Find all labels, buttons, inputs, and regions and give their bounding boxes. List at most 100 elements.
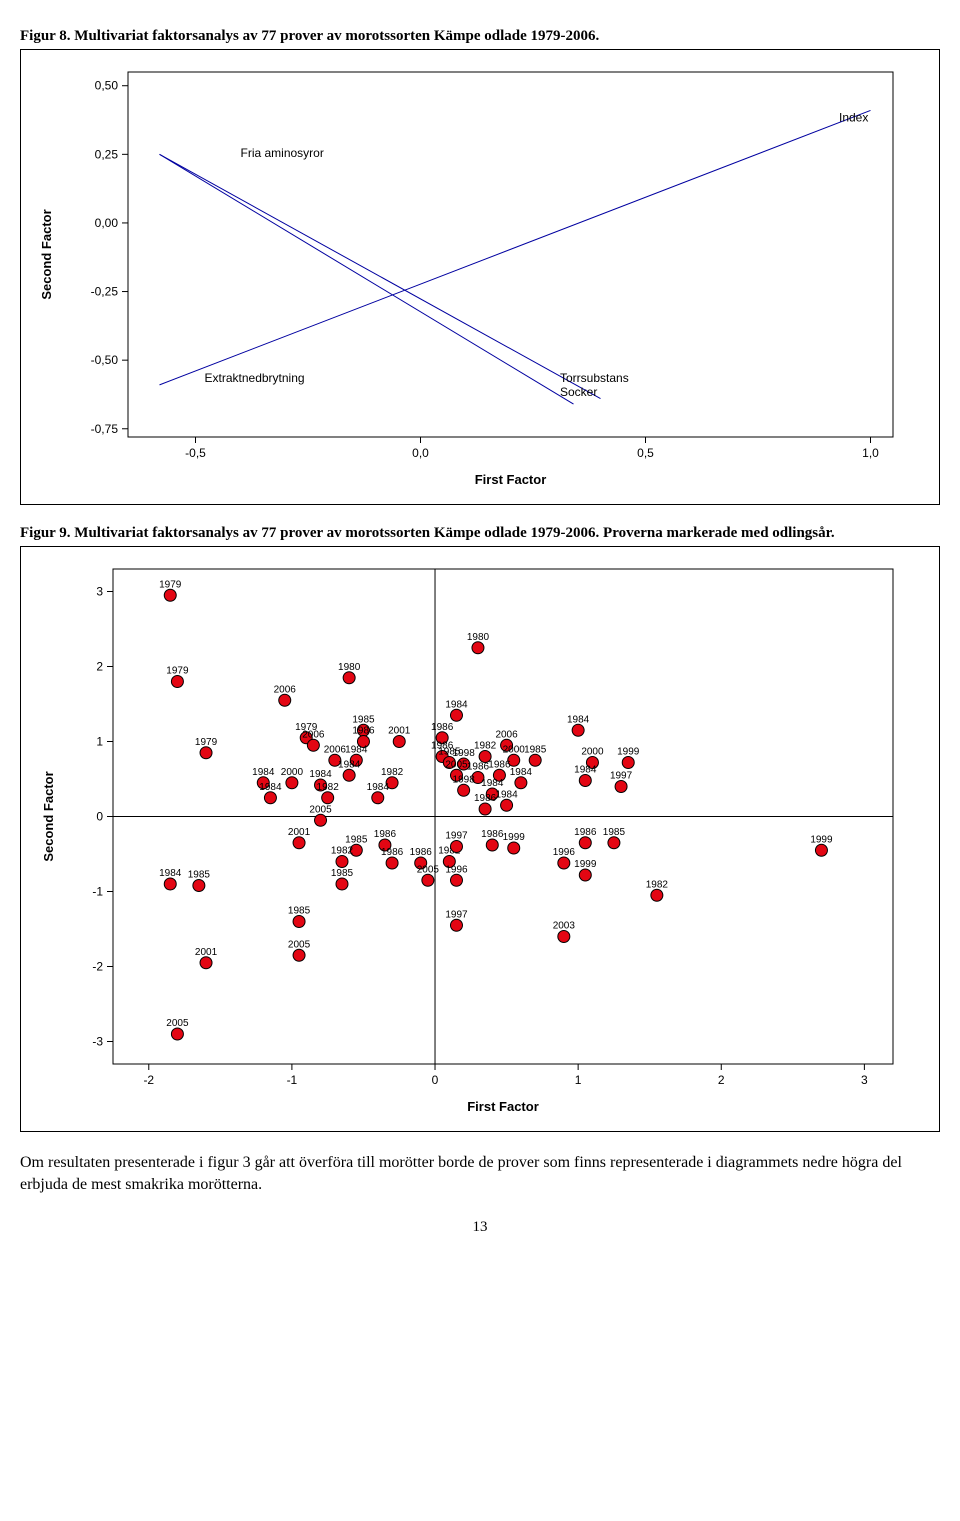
svg-text:1997: 1997 (445, 831, 468, 842)
svg-text:1984: 1984 (510, 767, 533, 778)
svg-text:1979: 1979 (195, 737, 218, 748)
svg-text:1: 1 (575, 1073, 582, 1087)
svg-text:-1: -1 (287, 1073, 298, 1087)
svg-text:1982: 1982 (474, 741, 497, 752)
svg-text:First Factor: First Factor (475, 472, 547, 487)
fig8-container: -0,75-0,50-0,250,000,250,50-0,50,00,51,0… (20, 49, 940, 505)
svg-text:-2: -2 (143, 1073, 154, 1087)
svg-text:1979: 1979 (166, 666, 189, 677)
fig9-caption: Figur 9. Multivariat faktorsanalys av 77… (20, 525, 940, 542)
fig8-caption: Figur 8. Multivariat faktorsanalys av 77… (20, 28, 940, 45)
svg-text:1984: 1984 (259, 782, 282, 793)
svg-text:Extraktnedbrytning: Extraktnedbrytning (205, 371, 305, 385)
svg-text:1986: 1986 (410, 847, 433, 858)
svg-text:2005: 2005 (417, 864, 440, 875)
svg-text:1982: 1982 (646, 879, 669, 890)
svg-text:1979: 1979 (159, 579, 182, 590)
svg-text:Socker: Socker (560, 385, 597, 399)
svg-text:2005: 2005 (445, 759, 468, 770)
svg-text:2006: 2006 (495, 729, 518, 740)
svg-text:0,00: 0,00 (95, 216, 119, 230)
svg-text:2: 2 (96, 660, 103, 674)
svg-text:1985: 1985 (603, 827, 626, 838)
svg-text:-0,50: -0,50 (91, 353, 119, 367)
svg-text:1999: 1999 (810, 834, 833, 845)
svg-text:1986: 1986 (374, 829, 397, 840)
fig9-container: -3 -2 -1 0 1 2 3 -2 -1 0 1 2 3 First Factor Second Fac… (20, 546, 940, 1132)
svg-text:1999: 1999 (574, 859, 597, 870)
svg-text:1982: 1982 (381, 767, 404, 778)
svg-text:2000: 2000 (503, 744, 526, 755)
svg-text:2005: 2005 (166, 1018, 189, 1029)
svg-text:1980: 1980 (338, 662, 361, 673)
svg-text:1996: 1996 (553, 847, 576, 858)
svg-text:2001: 2001 (288, 827, 311, 838)
svg-text:1997: 1997 (445, 909, 468, 920)
svg-text:1982: 1982 (317, 782, 340, 793)
svg-text:2003: 2003 (553, 921, 576, 932)
svg-text:1986: 1986 (381, 847, 404, 858)
svg-text:1984: 1984 (567, 714, 590, 725)
body-paragraph: Om resultaten presenterade i figur 3 går… (20, 1152, 940, 1195)
svg-text:2006: 2006 (274, 684, 297, 695)
svg-text:1,0: 1,0 (862, 446, 879, 460)
svg-text:1986: 1986 (474, 793, 497, 804)
svg-text:2005: 2005 (288, 939, 311, 950)
svg-text:1984: 1984 (309, 769, 332, 780)
svg-text:2006: 2006 (324, 744, 347, 755)
svg-text:0,0: 0,0 (412, 446, 429, 460)
svg-text:1985: 1985 (288, 906, 311, 917)
svg-text:0,25: 0,25 (95, 147, 119, 161)
svg-text:1998: 1998 (453, 774, 476, 785)
page-number: 13 (20, 1219, 940, 1236)
svg-text:2000: 2000 (581, 747, 604, 758)
svg-text:Index: Index (839, 110, 868, 124)
svg-text:First Factor: First Factor (467, 1099, 539, 1114)
svg-text:1999: 1999 (503, 832, 526, 843)
svg-text:1986: 1986 (574, 827, 597, 838)
svg-text:3: 3 (96, 585, 103, 599)
svg-text:1984: 1984 (338, 759, 361, 770)
fig9-plot: -3 -2 -1 0 1 2 3 -2 -1 0 1 2 3 First Factor Second Fac… (33, 559, 913, 1119)
svg-text:1998: 1998 (453, 748, 476, 759)
svg-text:1984: 1984 (574, 765, 597, 776)
svg-text:-0,25: -0,25 (91, 285, 119, 299)
svg-text:Second Factor: Second Factor (41, 771, 56, 861)
svg-text:0,5: 0,5 (637, 446, 654, 460)
svg-text:-2: -2 (92, 960, 103, 974)
svg-text:-1: -1 (92, 885, 103, 899)
svg-text:1986: 1986 (481, 829, 504, 840)
svg-text:1985: 1985 (345, 834, 368, 845)
svg-text:0: 0 (96, 810, 103, 824)
svg-text:1986: 1986 (467, 762, 490, 773)
svg-text:2006: 2006 (302, 729, 325, 740)
svg-text:Fria aminosyror: Fria aminosyror (241, 146, 324, 160)
svg-text:2001: 2001 (388, 726, 411, 737)
svg-text:-3: -3 (92, 1035, 103, 1049)
svg-text:1984: 1984 (159, 868, 182, 879)
svg-text:1982: 1982 (331, 846, 354, 857)
svg-text:1980: 1980 (467, 632, 490, 643)
svg-text:1: 1 (96, 735, 103, 749)
svg-text:1986: 1986 (352, 726, 375, 737)
svg-text:1997: 1997 (610, 771, 633, 782)
svg-text:0,50: 0,50 (95, 79, 119, 93)
svg-text:1999: 1999 (617, 747, 640, 758)
svg-text:1985: 1985 (331, 868, 354, 879)
svg-text:1996: 1996 (445, 864, 468, 875)
svg-text:3: 3 (861, 1073, 868, 1087)
svg-text:2000: 2000 (281, 767, 304, 778)
svg-text:1984: 1984 (445, 699, 468, 710)
svg-text:Torrsubstans: Torrsubstans (560, 371, 629, 385)
svg-text:2: 2 (718, 1073, 725, 1087)
svg-text:1984: 1984 (345, 744, 368, 755)
svg-text:-0,5: -0,5 (185, 446, 206, 460)
svg-text:2005: 2005 (309, 804, 332, 815)
svg-text:1986: 1986 (431, 722, 454, 733)
svg-text:0: 0 (432, 1073, 439, 1087)
svg-text:2001: 2001 (195, 947, 218, 958)
svg-text:Second Factor: Second Factor (39, 209, 54, 299)
fig8-plot: -0,75-0,50-0,250,000,250,50-0,50,00,51,0… (33, 62, 913, 492)
svg-text:1985: 1985 (524, 744, 547, 755)
svg-text:1985: 1985 (352, 714, 375, 725)
